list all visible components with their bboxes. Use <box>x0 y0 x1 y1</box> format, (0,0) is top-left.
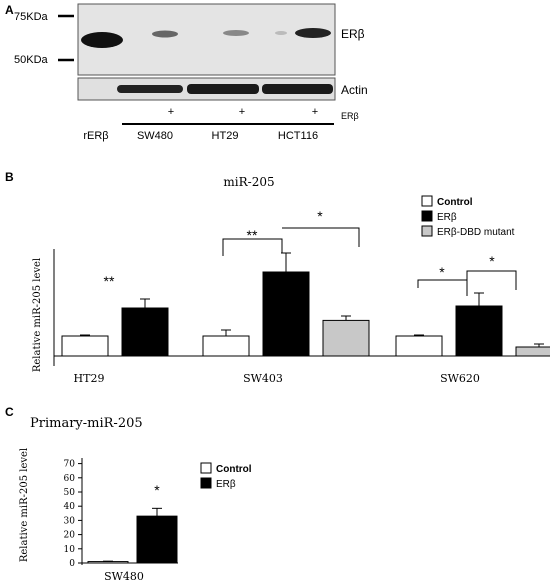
legend-c-swatch-erb <box>200 477 212 489</box>
chart-b-xtick-sw620: SW620 <box>440 372 480 385</box>
legend-c-label-control: Control <box>216 464 252 475</box>
chart-c-ytick-label: 50 <box>64 488 76 498</box>
marker-75kda-label: 75KDa <box>14 11 49 23</box>
chart-b-xtick-ht29: HT29 <box>74 372 105 385</box>
bar-sw620-control <box>395 335 443 357</box>
legend-c-swatch-control <box>200 462 212 474</box>
lane-label-rerb: rERβ <box>83 130 108 142</box>
chart-b-bars <box>61 252 550 357</box>
band-ht29-erb <box>223 30 249 36</box>
bracket-sw403-erb-dbd <box>282 227 360 247</box>
bar-sw403-er- <box>262 271 310 357</box>
sig-sw620-ctrl-erb: * <box>439 264 445 280</box>
band-ht29-actin <box>187 84 259 94</box>
chart-b-xtick-sw403: SW403 <box>243 372 283 385</box>
bar-sw403-er-dbd-mutant <box>322 319 370 357</box>
panel-c-letter: C <box>5 405 14 419</box>
chart-c-legend: Control ERβ <box>200 462 252 490</box>
bar-ht29-control <box>61 335 109 357</box>
band-rerb <box>81 32 123 48</box>
chart-c-ytick-label: 40 <box>64 502 76 512</box>
chart-c-ytick-label: 10 <box>64 545 76 555</box>
chart-c-title: Primary-miR-205 <box>30 416 143 431</box>
legend-b-swatch-dbd <box>421 225 433 237</box>
bar-ht29-er- <box>121 307 169 357</box>
lane-label-hct116: HCT116 <box>278 130 318 142</box>
chart-c-xtick-sw480: SW480 <box>104 570 144 583</box>
bracket-sw403-ctrl-erb <box>222 238 283 256</box>
bar-sw480-control <box>87 561 129 564</box>
chart-b-legend: Control ERβ ERβ-DBD mutant <box>421 195 515 238</box>
legend-b-swatch-erb <box>421 210 433 222</box>
chart-b-title: miR-205 <box>223 175 274 189</box>
sig-sw403-ctrl-erb: ** <box>247 227 258 243</box>
chart-c-ylabel: Relative miR-205 level <box>19 448 30 562</box>
chart-c-ytick-label: 70 <box>64 460 76 470</box>
chart-c-bars <box>87 507 178 564</box>
lane-label-sw480: SW480 <box>137 130 173 142</box>
bar-sw620-er-dbd-mutant <box>515 346 550 357</box>
bar-sw403-control <box>202 335 250 357</box>
band-sw480-erb <box>152 30 178 38</box>
legend-b-swatch-control <box>421 195 433 207</box>
bar-sw480-er- <box>136 515 178 564</box>
sig-sw480: * <box>154 482 160 498</box>
legend-c-label-erb: ERβ <box>216 479 236 490</box>
plus-sw480: + <box>168 106 174 118</box>
erb-band-label: ERβ <box>341 27 365 41</box>
band-hct116-actin <box>262 84 333 94</box>
chart-c-ytick-label: 0 <box>69 559 75 569</box>
bracket-sw620-erb-dbd <box>466 270 517 290</box>
actin-band-label: Actin <box>341 83 368 97</box>
sig-ht29: ** <box>104 273 115 289</box>
sig-sw620-erb-dbd: * <box>489 253 495 269</box>
band-hct116-erb <box>295 28 331 38</box>
treatment-label: ERβ <box>341 111 359 121</box>
bracket-sw620-ctrl-erb <box>417 279 468 296</box>
band-hct116-faint <box>275 31 287 35</box>
marker-50kda-label: 50KDa <box>14 54 49 66</box>
lane-label-ht29: HT29 <box>212 130 239 142</box>
bar-sw620-er- <box>455 305 503 357</box>
panel-a-letter: A <box>5 3 14 17</box>
chart-c-ytick-label: 30 <box>64 516 76 526</box>
chart-b-ylabel: Relative miR-205 level <box>32 258 43 372</box>
sig-sw403-erb-dbd: * <box>317 208 323 224</box>
legend-b-label-erb: ERβ <box>437 212 457 223</box>
chart-c-ytick-label: 20 <box>64 531 76 541</box>
chart-c-ytick-label: 60 <box>64 474 76 484</box>
band-sw480-actin <box>117 85 183 93</box>
chart-c-yticks: 0 10 20 30 40 50 60 70 <box>64 460 82 569</box>
legend-b-label-control: Control <box>437 197 473 208</box>
plus-hct116: + <box>312 106 318 118</box>
legend-b-label-dbd: ERβ-DBD mutant <box>437 227 515 238</box>
panel-b-letter: B <box>5 170 14 184</box>
plus-ht29: + <box>239 106 245 118</box>
